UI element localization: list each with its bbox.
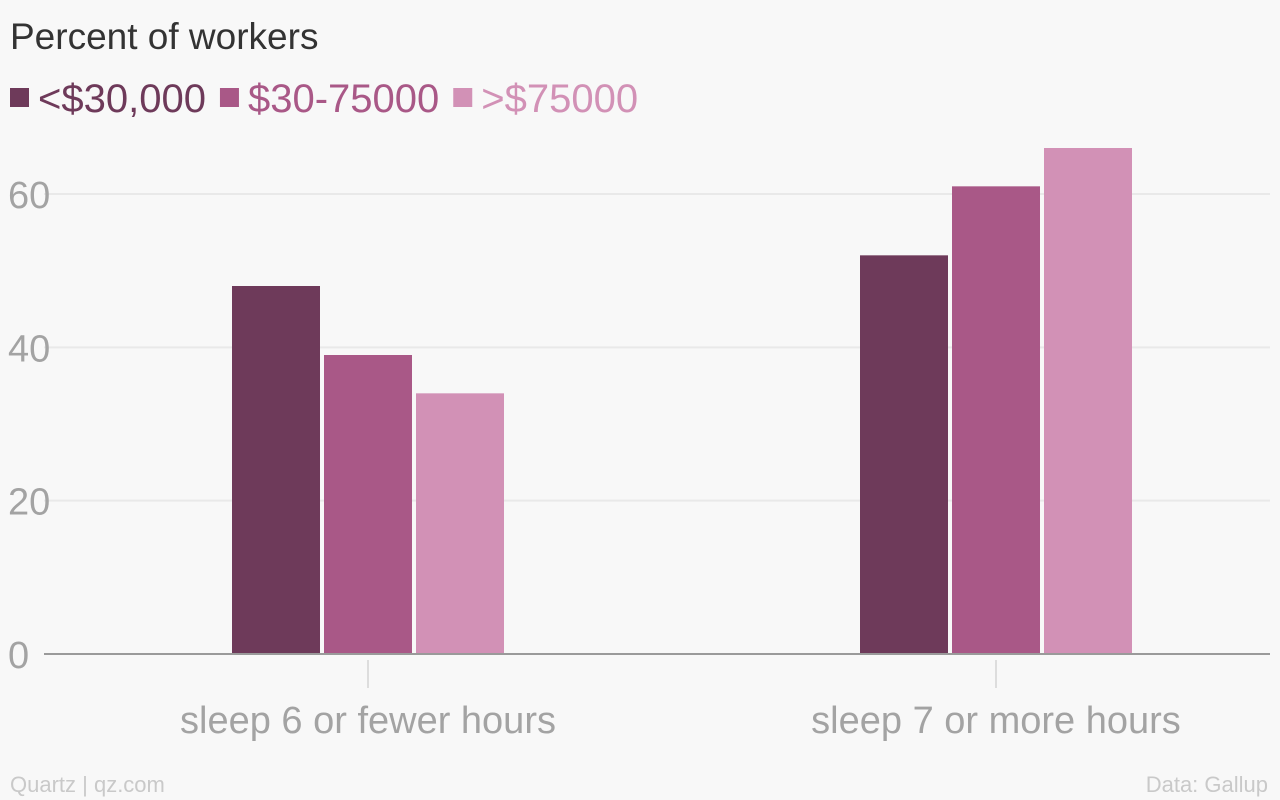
legend-swatch-1 xyxy=(10,88,29,107)
y-tick-label-0: 0 xyxy=(8,635,29,677)
legend: <$30,000 $30-75000 >$75000 xyxy=(10,77,638,121)
footer-source-left: Quartz | qz.com xyxy=(10,772,165,797)
legend-swatch-3 xyxy=(453,88,473,107)
x-tick-label-2: sleep 7 or more hours xyxy=(811,700,1181,742)
y-tick-label-60: 60 xyxy=(8,175,50,217)
legend-label-1: <$30,000 xyxy=(38,77,206,121)
y-tick-label-20: 20 xyxy=(8,482,50,524)
y-tick-label-40: 40 xyxy=(8,328,50,370)
footer-source-right: Data: Gallup xyxy=(1146,772,1268,797)
bars xyxy=(232,148,1132,655)
bar-sleep-6-or-fewer-hours-series-3 xyxy=(416,393,504,654)
y-axis-ticks: 0 20 40 60 xyxy=(8,175,50,677)
legend-swatch-2 xyxy=(219,88,239,107)
x-axis: sleep 6 or fewer hours sleep 7 or more ho… xyxy=(44,653,1270,742)
bar-sleep-7-or-more-hours-series-1 xyxy=(860,255,948,655)
x-tick-label-1: sleep 6 or fewer hours xyxy=(180,700,556,742)
legend-label-3: >$75000 xyxy=(481,77,638,121)
bar-sleep-6-or-fewer-hours-series-1 xyxy=(232,286,320,654)
chart-title: Percent of workers xyxy=(10,16,318,57)
legend-label-2: $30-75000 xyxy=(248,77,439,121)
bar-sleep-6-or-fewer-hours-series-2 xyxy=(324,355,412,654)
bar-sleep-7-or-more-hours-series-3 xyxy=(1044,148,1132,654)
bar-sleep-7-or-more-hours-series-2 xyxy=(952,186,1040,655)
